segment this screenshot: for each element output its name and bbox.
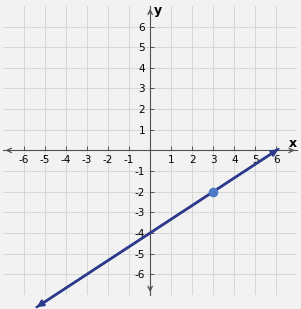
Point: [211, 189, 216, 194]
Text: x: x: [289, 137, 297, 150]
Text: y: y: [154, 3, 162, 16]
